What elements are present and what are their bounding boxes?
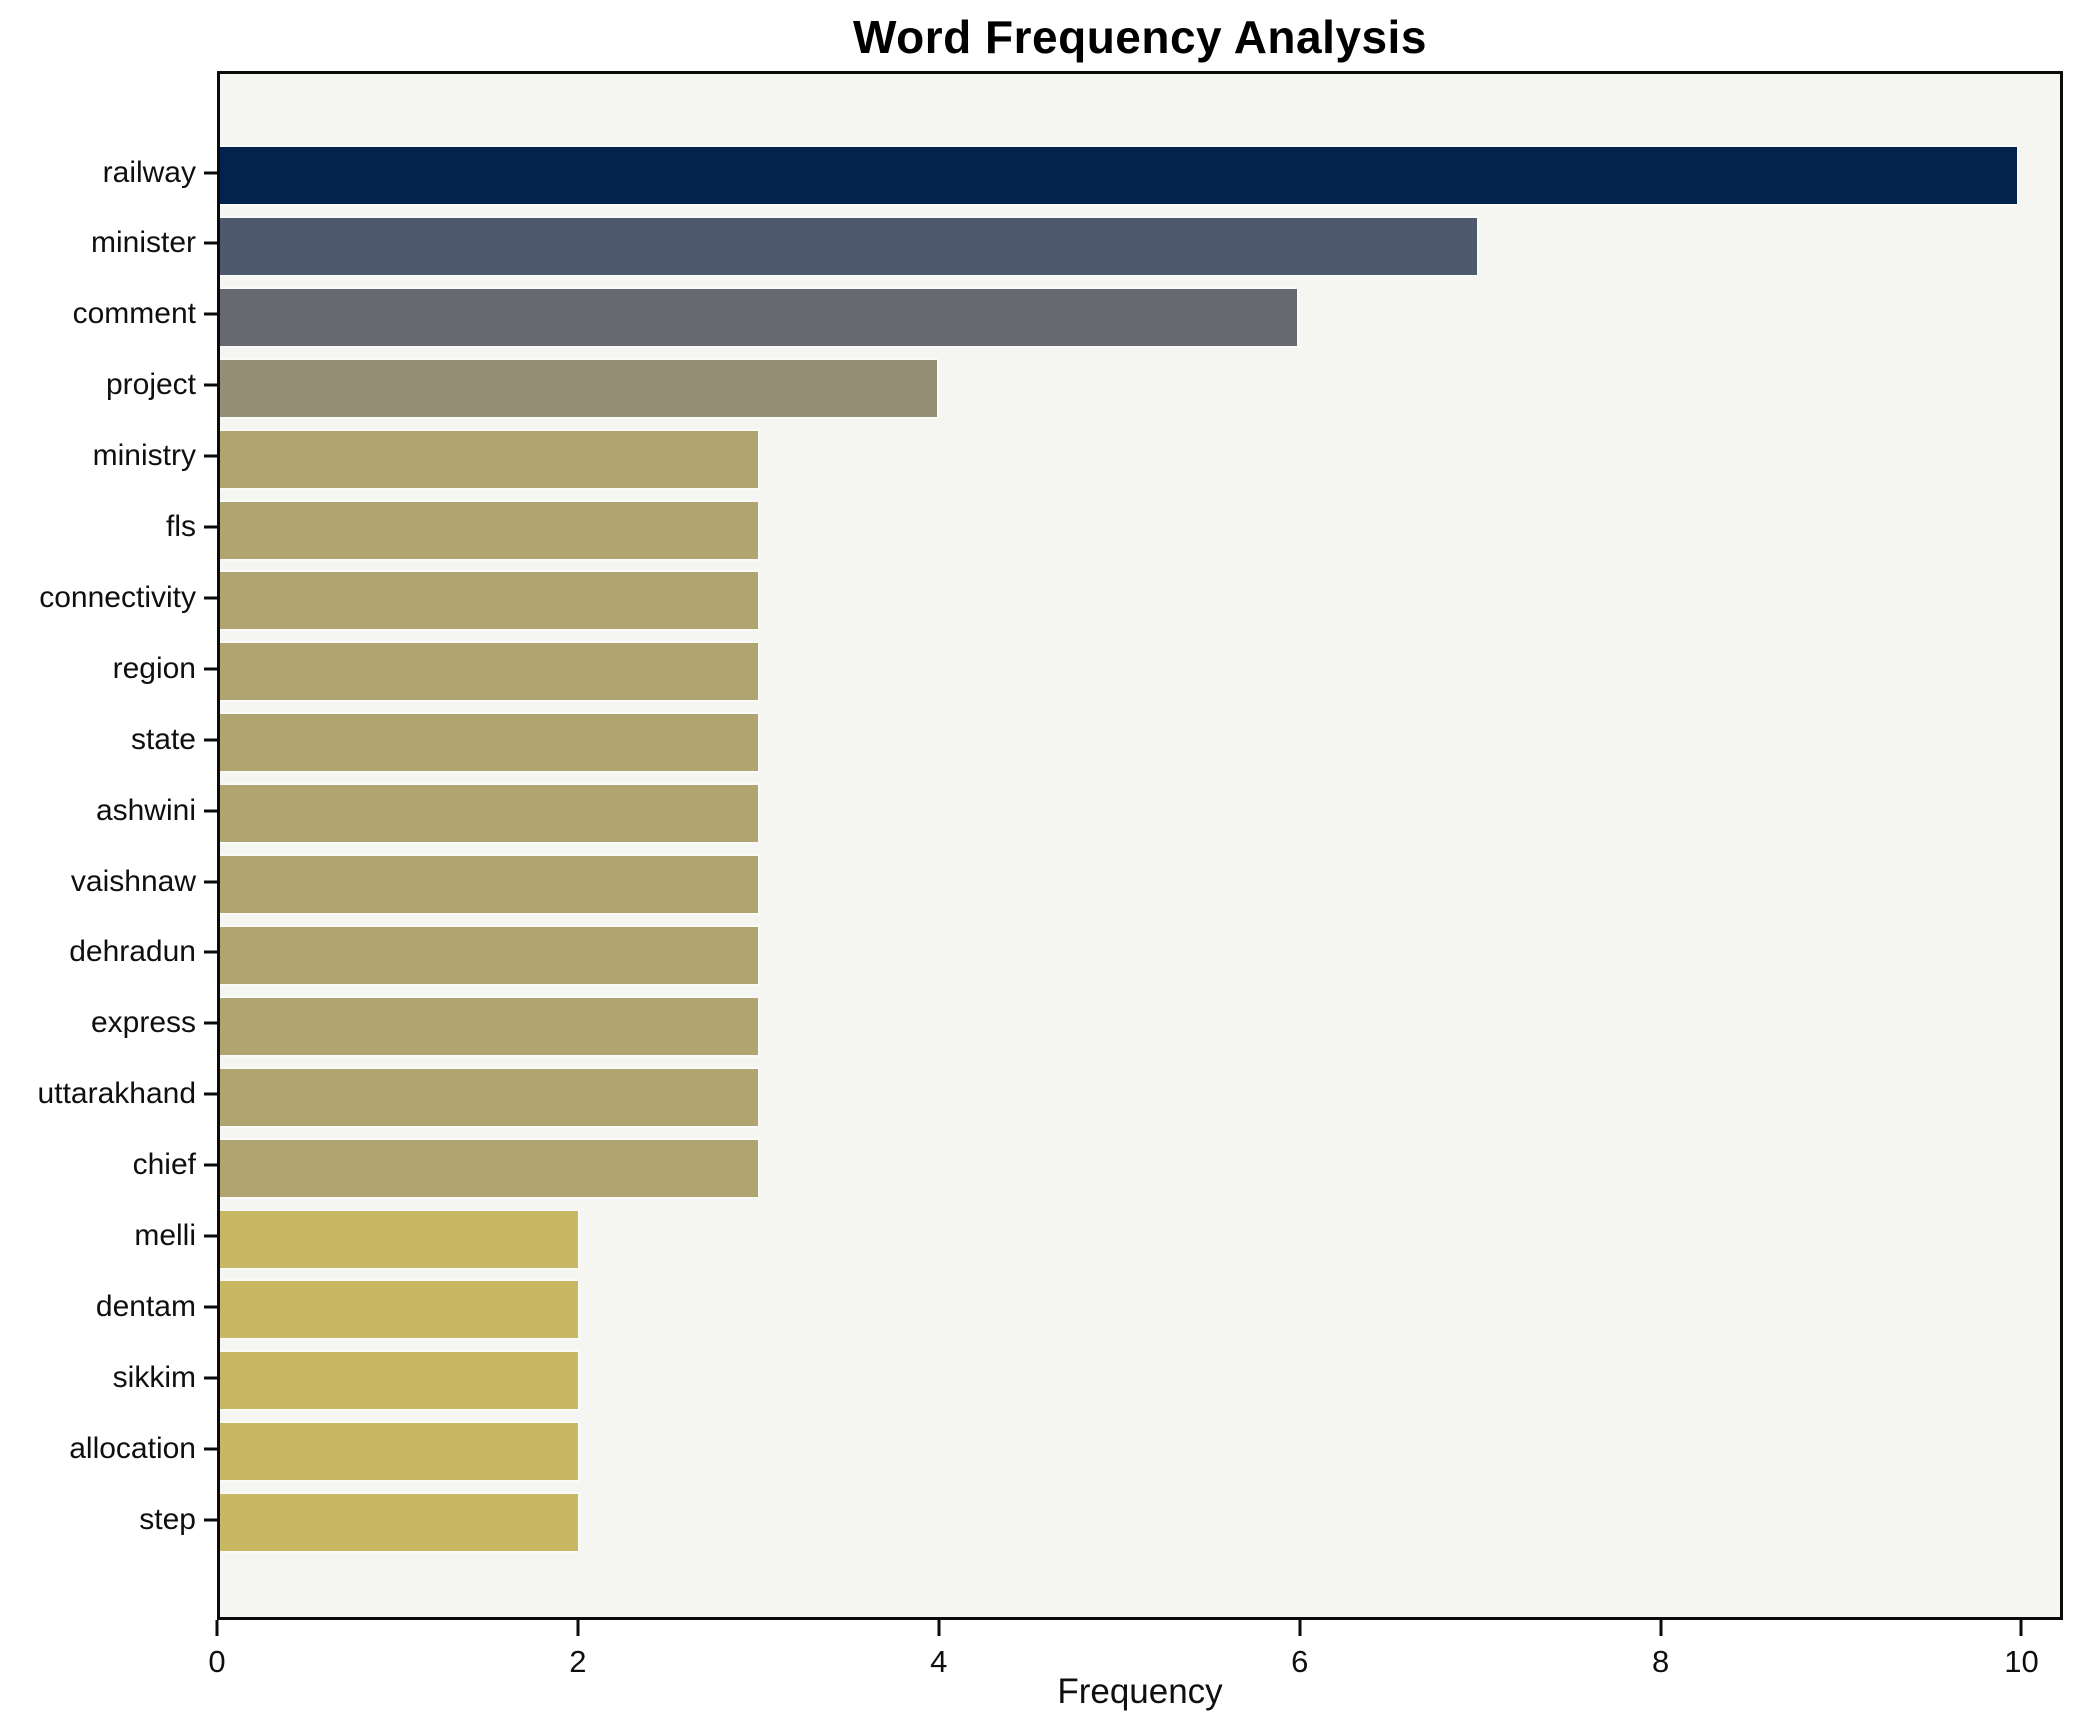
bar-chief [220, 1137, 760, 1199]
y-tick-mark [204, 1305, 217, 1309]
y-tick-label-railway: railway [102, 155, 196, 189]
bar-connectivity [220, 570, 760, 632]
y-tick-label-project: project [105, 368, 196, 402]
y-tick-mark [204, 1376, 217, 1380]
y-tick-mark [204, 454, 217, 458]
y-tick-label-step: step [139, 1502, 196, 1536]
y-tick-label-connectivity: connectivity [39, 580, 196, 614]
bar-ministry [220, 428, 760, 490]
y-tick-mark [204, 312, 217, 316]
bar-dentam [220, 1279, 580, 1341]
y-tick-label-minister: minister [90, 226, 196, 260]
y-tick-mark [204, 1447, 217, 1451]
bar-dehradun [220, 924, 760, 986]
bar-minister [220, 215, 1480, 277]
y-tick-mark [204, 171, 217, 174]
x-tick-label-8: 8 [1651, 1644, 1670, 1679]
x-tick-label-6: 6 [1291, 1644, 1309, 1679]
x-tick-mark [1298, 1620, 1302, 1636]
y-tick-label-chief: chief [132, 1148, 196, 1182]
bar-melli [220, 1208, 580, 1270]
x-tick-label-2: 2 [569, 1644, 587, 1679]
bar-ashwini [220, 783, 760, 845]
x-tick-label-10: 10 [2004, 1644, 2039, 1679]
y-tick-mark [204, 1163, 217, 1167]
y-tick-label-dentam: dentam [95, 1289, 196, 1323]
bar-vaishnaw [220, 854, 760, 915]
y-tick-label-allocation: allocation [69, 1431, 196, 1465]
x-tick-mark [1659, 1620, 1663, 1636]
x-tick-mark [576, 1620, 580, 1636]
y-tick-label-comment: comment [72, 297, 196, 331]
bar-region [220, 641, 760, 703]
y-tick-label-express: express [90, 1006, 196, 1040]
y-tick-label-region: region [112, 651, 196, 685]
bar-project [220, 357, 940, 419]
y-tick-mark [204, 667, 217, 671]
y-tick-label-melli: melli [134, 1219, 196, 1252]
y-tick-mark [204, 738, 217, 742]
y-tick-mark [204, 880, 217, 883]
bar-allocation [220, 1421, 580, 1483]
bar-sikkim [220, 1350, 580, 1412]
bar-uttarakhand [220, 1066, 760, 1128]
y-tick-mark [204, 596, 217, 600]
bar-express [220, 995, 760, 1057]
x-tick-label-4: 4 [930, 1644, 948, 1679]
bar-fls [220, 499, 760, 561]
y-tick-label-dehradun: dehradun [69, 935, 196, 969]
x-tick-mark [2019, 1620, 2023, 1636]
chart-title: Word Frequency Analysis [853, 11, 1427, 63]
x-tick-label-0: 0 [208, 1644, 226, 1679]
y-tick-label-ministry: ministry [92, 439, 196, 473]
y-tick-label-vaishnaw: vaishnaw [70, 864, 196, 898]
y-tick-mark [204, 525, 217, 529]
bar-step [220, 1492, 580, 1554]
y-tick-mark [204, 1092, 217, 1096]
y-tick-mark [204, 950, 217, 954]
plot-area [217, 71, 2063, 1620]
y-tick-label-ashwini: ashwini [95, 793, 196, 827]
y-tick-mark [204, 809, 217, 813]
bar-comment [220, 286, 1300, 348]
y-tick-mark [204, 1234, 217, 1238]
x-tick-mark [937, 1620, 941, 1636]
y-tick-label-state: state [130, 722, 196, 756]
y-tick-label-uttarakhand: uttarakhand [37, 1077, 196, 1111]
x-tick-mark [215, 1620, 219, 1636]
y-tick-mark [204, 1518, 217, 1522]
y-tick-label-fls: fls [166, 510, 196, 543]
bar-railway [220, 145, 2019, 206]
y-tick-mark [204, 1021, 217, 1025]
bar-state [220, 712, 760, 774]
y-tick-label-sikkim: sikkim [112, 1360, 196, 1394]
y-tick-mark [204, 383, 217, 387]
y-tick-mark [204, 241, 217, 245]
x-axis-label: Frequency [1057, 1672, 1223, 1711]
